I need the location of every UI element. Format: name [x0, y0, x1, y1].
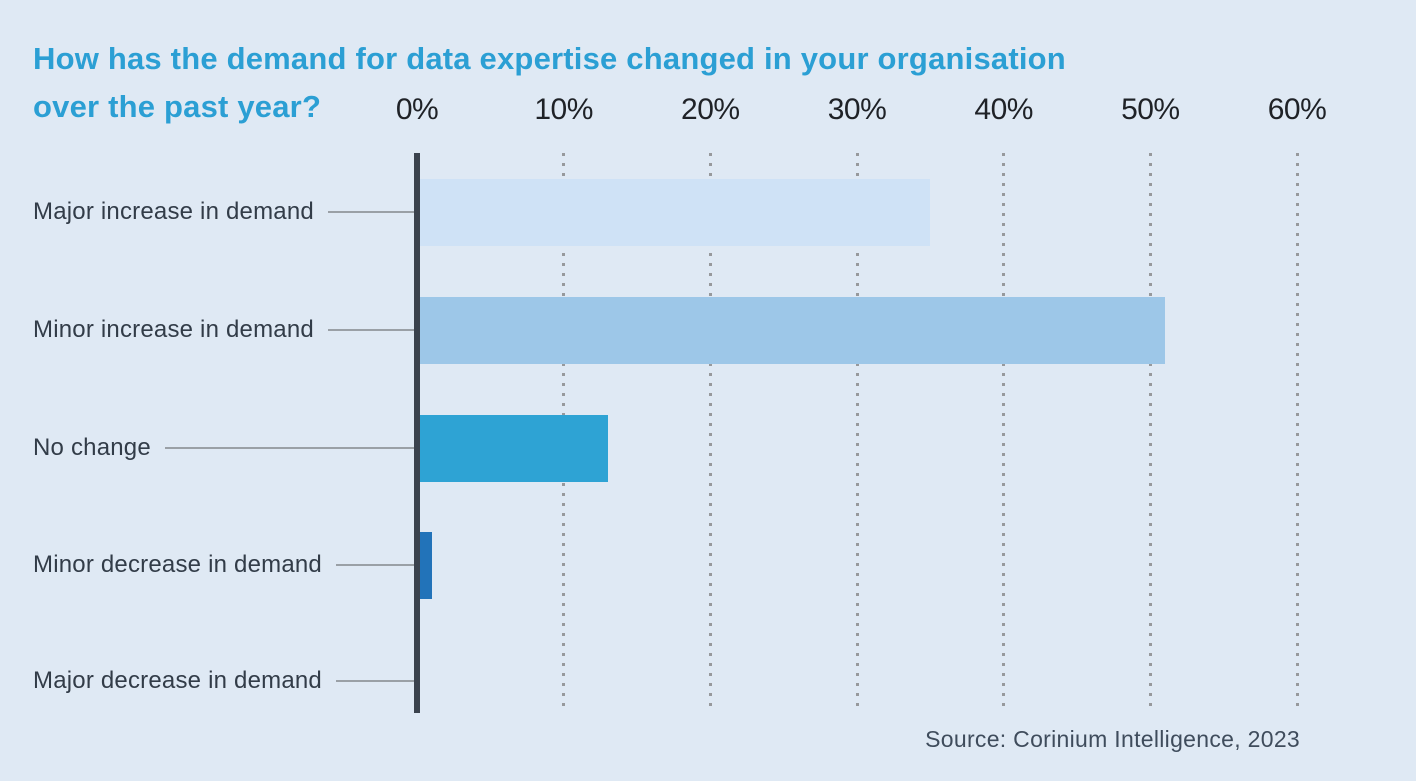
- y-axis-line: [414, 153, 420, 713]
- gridline-40: [1002, 153, 1006, 713]
- leader-line: [327, 211, 414, 213]
- leader-line: [335, 564, 414, 566]
- x-tick-label: 20%: [681, 93, 740, 126]
- category-row: Major increase in demand: [33, 194, 414, 230]
- x-tick-label: 10%: [534, 93, 593, 126]
- bar-minor-increase-in-demand: [420, 296, 1166, 364]
- gridline-60: [1295, 153, 1299, 713]
- category-row: Minor decrease in demand: [33, 547, 414, 583]
- chart-title-line2: over the past year?: [33, 88, 322, 124]
- category-label: Major decrease in demand: [33, 667, 322, 694]
- x-tick-label: 30%: [827, 93, 887, 126]
- category-row: Minor increase in demand: [33, 312, 414, 348]
- leader-line: [164, 447, 414, 449]
- gridline-30: [855, 153, 859, 713]
- x-tick-label: 40%: [974, 93, 1033, 126]
- bar-minor-decrease-in-demand: [420, 531, 432, 599]
- bar-major-increase-in-demand: [420, 178, 931, 246]
- category-label: Minor increase in demand: [33, 316, 314, 343]
- category-row: No change: [33, 430, 414, 466]
- x-tick-label: 0%: [395, 93, 439, 126]
- chart-title-line1: How has the demand for data expertise ch…: [33, 40, 1066, 76]
- chart-title: How has the demand for data expertise ch…: [33, 35, 1066, 131]
- source-note: Source: Corinium Intelligence, 2023: [925, 726, 1300, 752]
- bar-no-change: [420, 414, 608, 482]
- x-tick-label: 60%: [1267, 93, 1327, 126]
- gridline-50: [1148, 153, 1152, 713]
- category-label: Minor decrease in demand: [33, 551, 322, 578]
- leader-line: [327, 329, 414, 331]
- gridline-20: [708, 153, 712, 713]
- category-row: Major decrease in demand: [33, 663, 414, 699]
- category-label: No change: [33, 434, 151, 461]
- leader-line: [335, 680, 414, 682]
- category-label: Major increase in demand: [33, 198, 314, 225]
- x-tick-label: 50%: [1121, 93, 1180, 126]
